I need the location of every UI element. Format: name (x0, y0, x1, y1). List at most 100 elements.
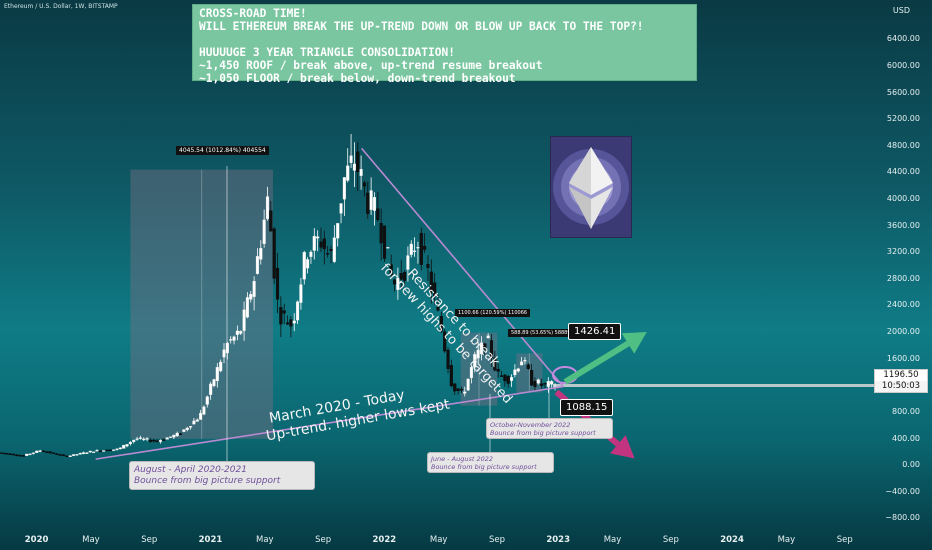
y-tick-label: 6400.00 (886, 34, 920, 44)
candle-body (199, 413, 203, 420)
candle-body (322, 238, 326, 250)
candle-countdown: 10:50:03 (875, 381, 927, 392)
range-label: 4045.54 (1012.84%) 404554 (176, 146, 269, 155)
candle-body (362, 182, 366, 187)
current-price: 1196.50 (883, 370, 919, 380)
x-tick-label: 2024 (720, 535, 744, 545)
candle-body (112, 449, 116, 451)
y-tick-label: 2400.00 (886, 300, 920, 310)
x-tick-label: May (256, 535, 274, 545)
candle-body (245, 297, 249, 318)
candle-body (466, 378, 470, 391)
y-tick-label: 4800.00 (886, 140, 920, 150)
candle-body (352, 163, 356, 171)
candle-body (299, 284, 303, 303)
candle-body (222, 349, 226, 358)
note-body: Bounce from big picture support (431, 463, 537, 471)
candle-body (443, 331, 447, 352)
candle-body (366, 192, 370, 214)
resistance-trendline (361, 147, 564, 388)
candle-body (72, 454, 76, 456)
candle-body (546, 381, 550, 387)
x-tick-label: Sep (315, 535, 332, 545)
candle-body (58, 454, 62, 456)
x-tick-label: May (82, 535, 100, 545)
candle-body (235, 330, 239, 335)
candle-body (306, 259, 310, 269)
x-tick-label: Sep (141, 535, 158, 545)
candle-body (379, 223, 383, 244)
callout-line: CROSS-ROAD TIME! (199, 7, 307, 20)
candle-body (138, 437, 142, 439)
measure-range-box (130, 169, 273, 439)
candle-body (11, 453, 15, 456)
candle-body (215, 367, 219, 382)
note-aug-2020: August - April 2020-2021 Bounce from big… (129, 461, 315, 490)
candle-body (499, 375, 504, 377)
candle-body (18, 455, 22, 457)
candle-body (128, 441, 132, 445)
headline-callout: CROSS-ROAD TIME! WILL ETHEREUM BREAK THE… (192, 4, 697, 85)
candle-body (349, 155, 353, 163)
candle-body (319, 241, 323, 248)
candle-body (1, 452, 5, 455)
candle-body (346, 165, 350, 181)
x-tick-label: Sep (662, 535, 679, 545)
candle-body (473, 354, 477, 368)
candle-body (28, 453, 32, 455)
y-tick-label: 400.00 (892, 433, 920, 443)
candle-body (259, 248, 263, 260)
candle-body (516, 368, 520, 372)
x-tick-label: May (777, 535, 796, 545)
candle-body (135, 438, 139, 440)
candle-body (309, 251, 313, 257)
candle-body (520, 361, 524, 366)
y-tick-label: 2800.00 (886, 273, 920, 283)
x-tick-label: 2020 (24, 535, 49, 545)
candle-body (68, 455, 72, 457)
candle-body (342, 177, 346, 200)
range-label: 588.89 (53.65%) 58889 (508, 329, 574, 337)
candle-body (463, 391, 467, 394)
candle-body (469, 366, 473, 379)
candle-body (0, 452, 2, 454)
low-price-tag: 1088.15 (560, 399, 614, 416)
candle-body (98, 450, 102, 452)
symbol-header: Ethereum / U.S. Dollar, 1W, BITSTAMP (4, 3, 118, 10)
candle-body (356, 151, 360, 172)
candle-body (182, 429, 186, 432)
candle-body (326, 253, 330, 255)
candle-body (446, 349, 450, 369)
x-tick-label: Sep (836, 535, 853, 545)
note-title: August - April 2020-2021 (134, 465, 247, 475)
candle-body (108, 449, 112, 452)
measure-range-box (516, 353, 543, 393)
y-tick-label: −400.00 (885, 486, 920, 496)
candle-body (115, 448, 119, 450)
note-body: Bounce from big picture support (134, 476, 281, 486)
candle-body (45, 451, 49, 453)
candle-body (489, 340, 494, 359)
candle-body (339, 203, 343, 214)
candle-body (185, 427, 189, 431)
candle-body (265, 196, 270, 220)
candle-body (530, 370, 534, 386)
candle-body (142, 438, 146, 441)
candle-body (195, 419, 199, 422)
candle-body (526, 364, 530, 369)
candle-body (189, 426, 193, 428)
candle-body (416, 247, 420, 249)
candle-body (168, 436, 173, 438)
candle-body (51, 452, 56, 454)
candle-body (209, 383, 213, 395)
candle-body (486, 335, 490, 339)
candle-body (459, 388, 463, 391)
candle-body (433, 282, 437, 297)
candle-body (396, 277, 400, 290)
candle-body (158, 440, 163, 442)
candle-body (162, 439, 166, 441)
candle-body (92, 451, 96, 453)
candle-body (479, 342, 484, 355)
candle-body (449, 365, 453, 387)
y-tick-label: 0.00 (902, 460, 920, 470)
